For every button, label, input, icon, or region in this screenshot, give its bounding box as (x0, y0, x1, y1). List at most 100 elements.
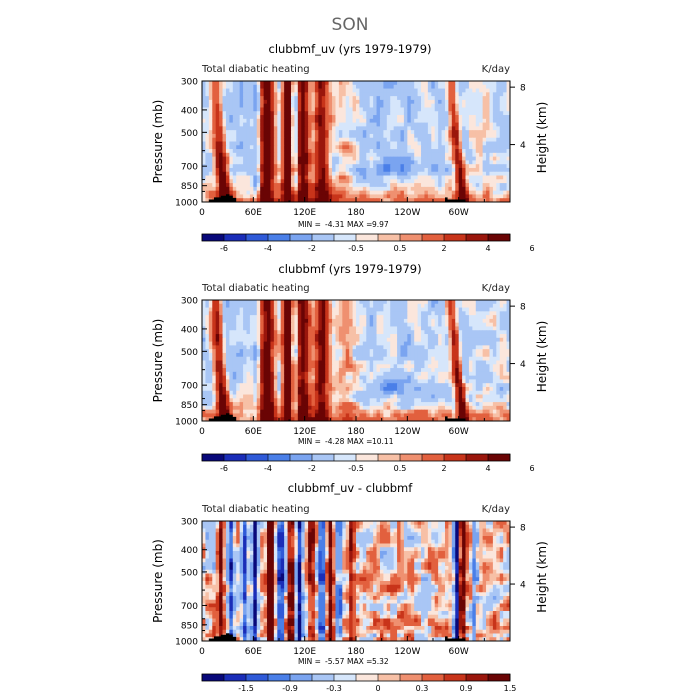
heatmap-cell (383, 103, 388, 108)
heatmap-cell (383, 149, 388, 154)
heatmap-cell (243, 360, 247, 365)
heatmap-cell (308, 122, 312, 127)
heatmap-cell (379, 311, 384, 316)
heatmap-cell (328, 133, 333, 139)
heatmap-cell (263, 322, 268, 327)
heatmap-cell (417, 81, 422, 86)
heatmap-cell (486, 88, 490, 93)
heatmap-cell (219, 330, 223, 335)
heatmap-cell (342, 160, 347, 165)
heatmap-cell (253, 330, 258, 335)
heatmap-cell (496, 126, 501, 131)
heatmap-cell (280, 375, 285, 380)
heatmap-cell (287, 133, 292, 139)
heatmap-cell (318, 326, 323, 331)
heatmap-cell (335, 371, 340, 377)
heatmap-cell (280, 198, 285, 203)
heatmap-cell (304, 330, 309, 335)
heatmap-cell (431, 126, 436, 131)
heatmap-cell (229, 311, 234, 316)
heatmap-cell (468, 137, 473, 142)
heatmap-cell (345, 345, 350, 350)
heatmap-cell (359, 84, 364, 89)
heatmap-cell (273, 375, 278, 380)
heatmap-cell (431, 111, 436, 116)
heatmap-cell (294, 156, 299, 161)
heatmap-cell (434, 141, 439, 146)
heatmap-cell (318, 167, 323, 173)
heatmap-cell (311, 103, 316, 108)
heatmap-cell (373, 303, 377, 308)
heatmap-cell (506, 190, 511, 195)
heatmap-cell (489, 118, 494, 123)
heatmap-cell (503, 141, 507, 146)
heatmap-cell (294, 337, 299, 342)
heatmap-cell (376, 167, 381, 173)
heatmap-cell (208, 92, 213, 97)
stat-max-label: MAX = (347, 220, 372, 229)
heatmap-cell (421, 96, 425, 101)
heatmap-cell (280, 156, 285, 161)
heatmap-cell (225, 311, 230, 316)
heatmap-cell (390, 145, 395, 150)
heatmap-cell (342, 118, 347, 123)
heatmap-cell (376, 315, 381, 320)
heatmap-cell (205, 130, 210, 135)
heatmap-cell (267, 352, 271, 358)
heatmap-cell (263, 84, 268, 89)
heatmap-cell (284, 118, 288, 123)
heatmap-cell (499, 81, 504, 86)
heatmap-cell (308, 84, 312, 89)
heatmap-cell (410, 194, 415, 199)
heatmap-cell (338, 345, 343, 350)
heatmap-cell (496, 307, 501, 312)
heatmap-cell (342, 337, 347, 342)
heatmap-cell (267, 326, 271, 331)
heatmap-cell (290, 171, 295, 176)
heatmap-cell (421, 179, 425, 184)
heatmap-cell (455, 167, 460, 173)
heatmap-cell (417, 307, 422, 312)
heatmap-cell (431, 115, 436, 120)
heatmap-cell (243, 81, 247, 86)
heatmap-cell (349, 322, 353, 327)
heatmap-cell (383, 307, 388, 312)
heatmap-cell (256, 107, 261, 112)
heatmap-cell (270, 156, 275, 161)
heatmap-cell (311, 145, 316, 150)
heatmap-cell (486, 141, 490, 146)
heatmap-cell (379, 145, 384, 150)
heatmap-cell (379, 356, 384, 361)
heatmap-cell (414, 145, 418, 150)
heatmap-cell (356, 345, 360, 350)
heatmap-cell (287, 81, 292, 86)
heatmap-cell (311, 179, 316, 184)
heatmap-cell (499, 160, 504, 165)
heatmap-cell (393, 303, 398, 308)
y-tick-label: 1000 (175, 199, 198, 209)
heatmap-cell (431, 88, 436, 93)
heatmap-cell (407, 152, 412, 158)
heatmap-cell (338, 349, 343, 354)
heatmap-cell (308, 307, 312, 312)
heatmap-cell (421, 164, 425, 169)
heatmap-cell (434, 118, 439, 123)
heatmap-cell (359, 375, 364, 380)
heatmap-cell (352, 171, 357, 176)
heatmap-cell (304, 92, 309, 97)
heatmap-cell (482, 160, 487, 165)
heatmap-cell (489, 186, 494, 192)
heatmap-cell (318, 141, 323, 146)
heatmap-cell (325, 341, 330, 346)
heatmap-cell (243, 179, 247, 184)
heatmap-cell (280, 175, 285, 180)
heatmap-cell (444, 164, 449, 169)
heatmap-cell (444, 311, 449, 316)
heatmap-cell (366, 84, 371, 89)
heatmap-cell (489, 122, 494, 127)
heatmap-cell (225, 186, 230, 192)
heatmap-cell (465, 194, 470, 199)
heatmap-cell (246, 349, 251, 354)
heatmap-cell (222, 88, 227, 93)
heatmap-cell (468, 307, 473, 312)
